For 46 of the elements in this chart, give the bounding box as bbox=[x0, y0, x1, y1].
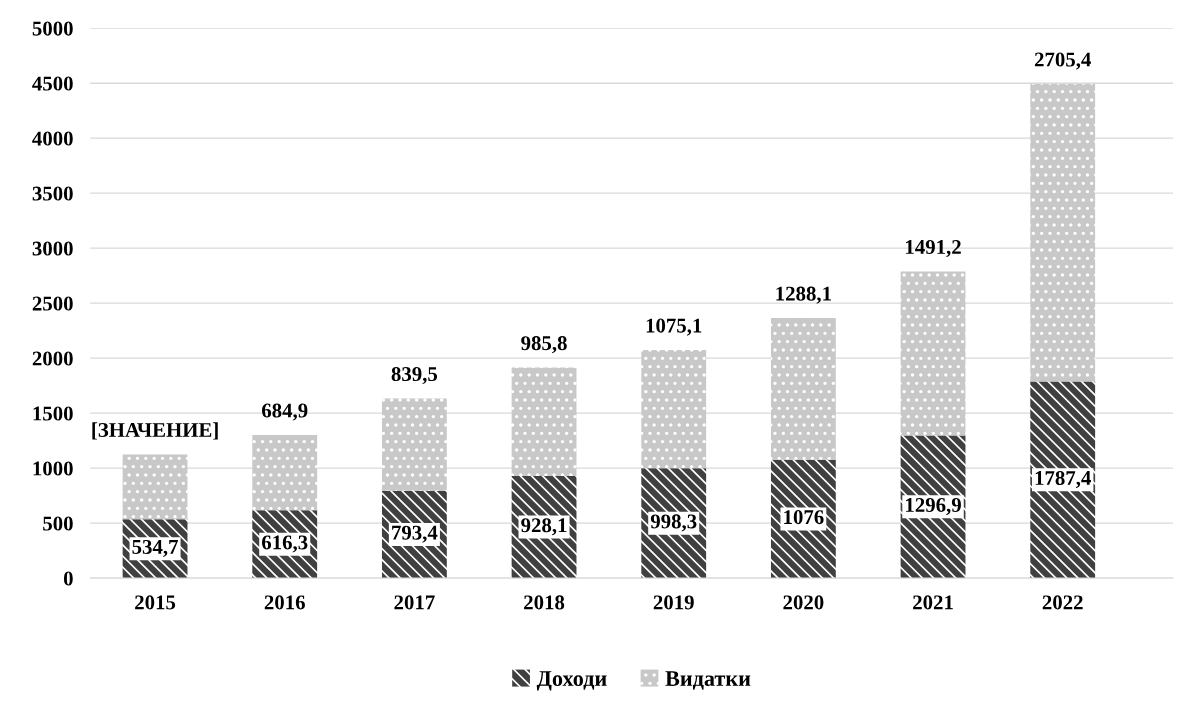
y-tick-label: 500 bbox=[43, 516, 73, 531]
data-label: [ЗНАЧЕНИЕ] bbox=[92, 422, 218, 440]
bar bbox=[122, 454, 188, 520]
data-label: 985,8 bbox=[521, 336, 567, 354]
x-tick-label: 2017 bbox=[394, 595, 435, 610]
x-tick-label: 2020 bbox=[783, 595, 824, 610]
bar bbox=[511, 367, 577, 477]
data-label: 793,4 bbox=[392, 525, 438, 543]
data-label: 1288,1 bbox=[776, 286, 831, 304]
y-tick-label: 1500 bbox=[33, 406, 73, 421]
x-tick-label: 2021 bbox=[913, 595, 953, 610]
data-label: 1076 bbox=[784, 510, 824, 525]
x-tick-label: 2019 bbox=[653, 595, 694, 610]
bar bbox=[770, 318, 836, 460]
bar bbox=[252, 434, 318, 511]
data-label: 839,5 bbox=[391, 367, 438, 385]
data-label: 998,3 bbox=[650, 514, 697, 532]
y-tick-label: 5000 bbox=[32, 21, 73, 36]
bar bbox=[641, 350, 707, 469]
y-tick-label: 2500 bbox=[32, 296, 73, 311]
x-tick-label: 2022 bbox=[1042, 595, 1083, 610]
data-label: 1296,9 bbox=[906, 498, 961, 516]
y-tick-label: 4000 bbox=[32, 131, 73, 146]
x-tick-label: 2015 bbox=[135, 595, 176, 610]
y-tick-label: 3000 bbox=[32, 241, 73, 256]
data-label: 1787,4 bbox=[1035, 470, 1091, 489]
bar bbox=[1030, 381, 1096, 579]
y-tick-label: 2000 bbox=[32, 351, 73, 366]
bar bbox=[381, 398, 447, 491]
x-tick-label: 2016 bbox=[264, 595, 305, 610]
data-label: 534,7 bbox=[132, 539, 178, 557]
data-label: 684,9 bbox=[262, 403, 308, 421]
data-label: 1491,2 bbox=[906, 240, 961, 258]
data-label: 928,1 bbox=[521, 518, 567, 536]
bar bbox=[900, 271, 966, 436]
data-label: 2705,4 bbox=[1034, 52, 1091, 70]
y-tick-label: 0 bbox=[63, 571, 73, 586]
y-tick-label: 1000 bbox=[33, 461, 73, 476]
legend-label: Доходи bbox=[536, 671, 607, 691]
y-tick-label: 3500 bbox=[32, 186, 73, 201]
data-label: 1075,1 bbox=[646, 318, 702, 336]
x-tick-label: 2018 bbox=[524, 595, 565, 610]
bar bbox=[1030, 83, 1096, 382]
y-tick-label: 4500 bbox=[32, 76, 73, 91]
data-label: 616,3 bbox=[262, 535, 308, 553]
legend-label: Видатки bbox=[665, 671, 751, 690]
